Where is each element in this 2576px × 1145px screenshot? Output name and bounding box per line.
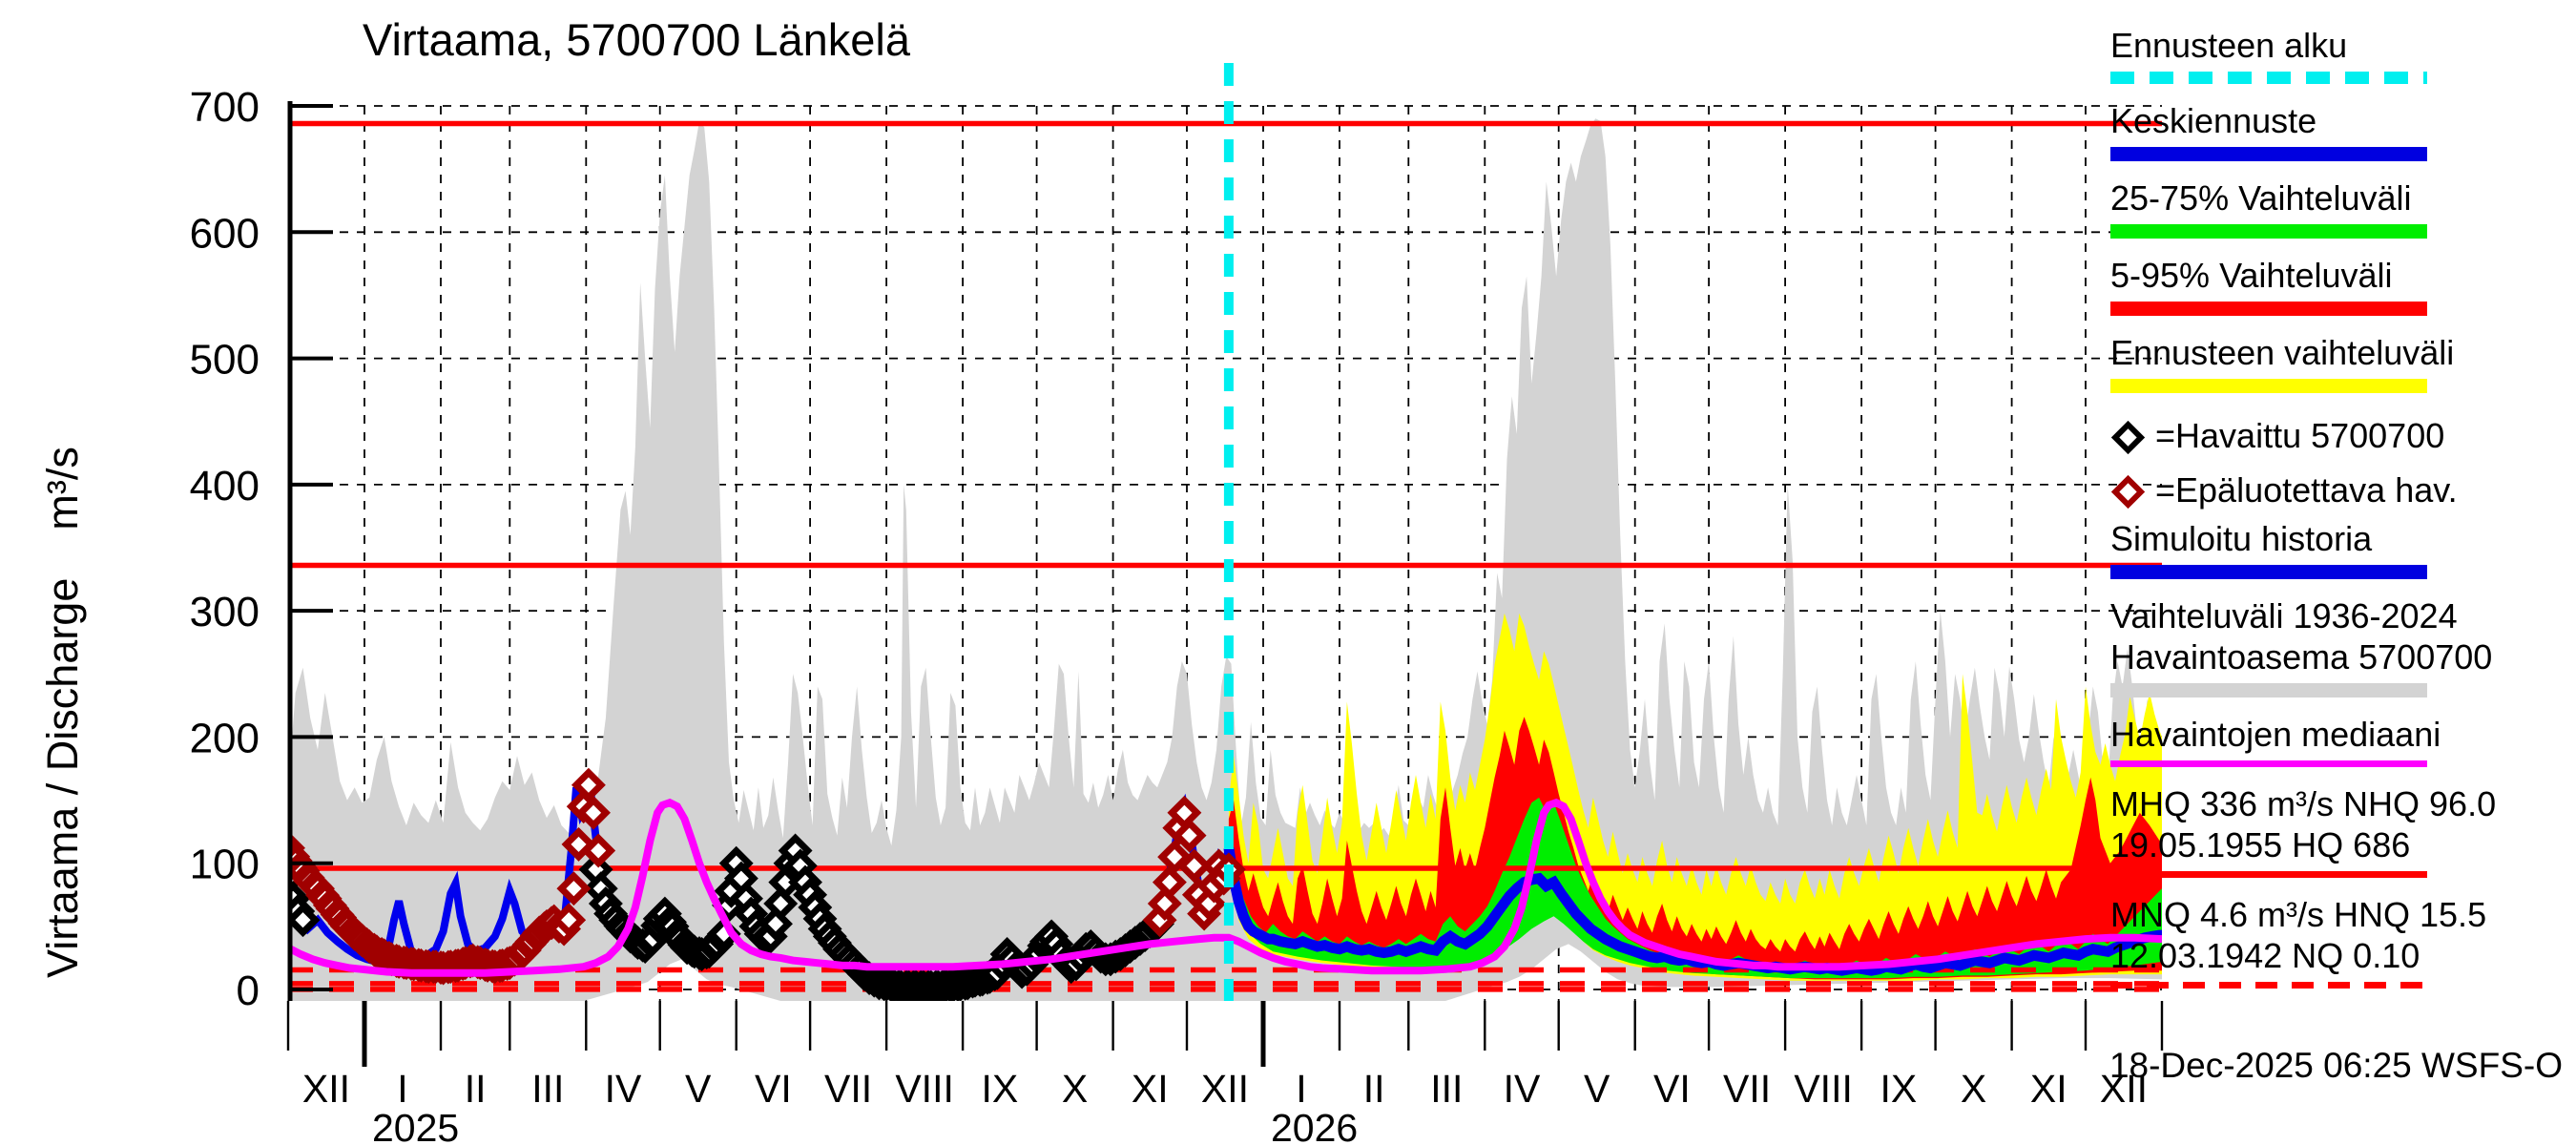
legend-swatch-bar [2110, 683, 2427, 697]
y-tick-label: 400 [190, 463, 260, 510]
p5-95-area [1228, 717, 2162, 980]
legend-item-4: Ennusteen vaihteluväli [2110, 332, 2574, 393]
y-tick-label: 100 [190, 842, 260, 888]
legend-label: =Epäluotettava hav. [2155, 470, 2458, 510]
x-month-label: II [1363, 1067, 1385, 1111]
legend-label: Havaintojen mediaani [2110, 715, 2441, 754]
y-tick-label: 200 [190, 715, 260, 761]
x-month-label: I [397, 1067, 407, 1111]
legend-label: 5-95% Vaihteluväli [2110, 256, 2393, 295]
legend-item-2: 25-75% Vaihteluväli [2110, 177, 2574, 239]
legend-item-10: MHQ 336 m³/s NHQ 96.0 19.05.1955 HQ 686 [2110, 783, 2574, 878]
observed-median-line [288, 798, 2162, 977]
legend-label: Vaihteluväli 1936-2024 Havaintoasema 570… [2110, 596, 2493, 677]
x-year-label: 2026 [1271, 1106, 1358, 1145]
legend-swatch-bar [2110, 302, 2427, 316]
x-month-label: X [1961, 1067, 1986, 1111]
legend-item-8: Vaihteluväli 1936-2024 Havaintoasema 570… [2110, 595, 2574, 697]
x-month-label: VI [755, 1067, 792, 1111]
legend-swatch-red-dash [2110, 982, 2427, 989]
x-month-label: IV [605, 1067, 642, 1111]
x-month-label: II [465, 1067, 487, 1111]
x-month-label: IX [1880, 1067, 1918, 1111]
legend-label: Simuloitu historia [2110, 519, 2373, 558]
legend-label: 25-75% Vaihteluväli [2110, 178, 2412, 218]
legend-item-1: Keskiennuste [2110, 100, 2574, 161]
chart-legend: Ennusteen alku Keskiennuste 25-75% Vaihtel… [2110, 25, 2574, 1005]
x-month-label: III [1430, 1067, 1463, 1111]
history-range-area [288, 118, 2162, 1001]
legend-label: Keskiennuste [2110, 101, 2317, 140]
x-month-label: XI [1132, 1067, 1169, 1111]
legend-label: Ennusteen vaihteluväli [2110, 333, 2455, 372]
timestamp: 18-Dec-2025 06:25 WSFS-O [2109, 1046, 2563, 1085]
legend-label: MHQ 336 m³/s NHQ 96.0 19.05.1955 HQ 686 [2110, 784, 2497, 864]
x-month-label: VII [1723, 1067, 1771, 1111]
legend-item-9: Havaintojen mediaani [2110, 714, 2574, 767]
y-tick-label: 700 [190, 84, 260, 131]
legend-item-0: Ennusteen alku [2110, 25, 2574, 84]
chart-title: Virtaama, 5700700 Länkelä [363, 14, 911, 65]
legend-swatch-line [2110, 871, 2427, 878]
x-month-label: VII [824, 1067, 872, 1111]
legend-item-6: =Epäluotettava hav. [2110, 464, 2574, 516]
y-tick-label: 600 [190, 210, 260, 257]
legend-swatch-bar [2110, 147, 2427, 161]
x-month-label: VI [1653, 1067, 1691, 1111]
legend-swatch-line [2110, 760, 2427, 767]
legend-swatch-bar [2110, 224, 2427, 239]
x-month-label: IX [982, 1067, 1019, 1111]
unreliable-diamond-icon [2110, 474, 2146, 510]
x-month-label: XI [2030, 1067, 2067, 1111]
y-tick-label: 0 [237, 968, 260, 1014]
x-month-label: IV [1504, 1067, 1541, 1111]
legend-item-7: Simuloitu historia [2110, 518, 2574, 579]
legend-item-5: =Havaittu 5700700 [2110, 409, 2574, 462]
x-month-label: III [531, 1067, 564, 1111]
legend-swatch-bar [2110, 379, 2427, 393]
observed-diamond-icon [2110, 420, 2146, 455]
legend-item-11: MNQ 4.6 m³/s HNQ 15.5 12.03.1942 NQ 0.10 [2110, 894, 2574, 989]
x-month-label: VIII [895, 1067, 954, 1111]
x-month-label: X [1062, 1067, 1088, 1111]
x-month-label: XII [302, 1067, 350, 1111]
legend-swatch-cyan-dash [2110, 72, 2427, 84]
legend-label: Ennusteen alku [2110, 26, 2348, 65]
legend-swatch-bar [2110, 565, 2427, 579]
x-month-label: XII [1201, 1067, 1249, 1111]
y-tick-label: 300 [190, 589, 260, 635]
y-tick-label: 500 [190, 337, 260, 384]
x-year-label: 2025 [372, 1106, 459, 1145]
p25-75-area [1228, 797, 2162, 979]
x-month-label: V [1584, 1067, 1610, 1111]
legend-item-3: 5-95% Vaihteluväli [2110, 255, 2574, 316]
x-month-label: V [685, 1067, 712, 1111]
legend-label: =Havaittu 5700700 [2155, 416, 2445, 455]
unreliable-observed-diamonds [288, 767, 1246, 986]
legend-label: MNQ 4.6 m³/s HNQ 15.5 12.03.1942 NQ 0.10 [2110, 895, 2487, 975]
x-month-label: VIII [1794, 1067, 1853, 1111]
x-month-label: XII [2100, 1067, 2148, 1111]
x-month-label: I [1296, 1067, 1306, 1111]
